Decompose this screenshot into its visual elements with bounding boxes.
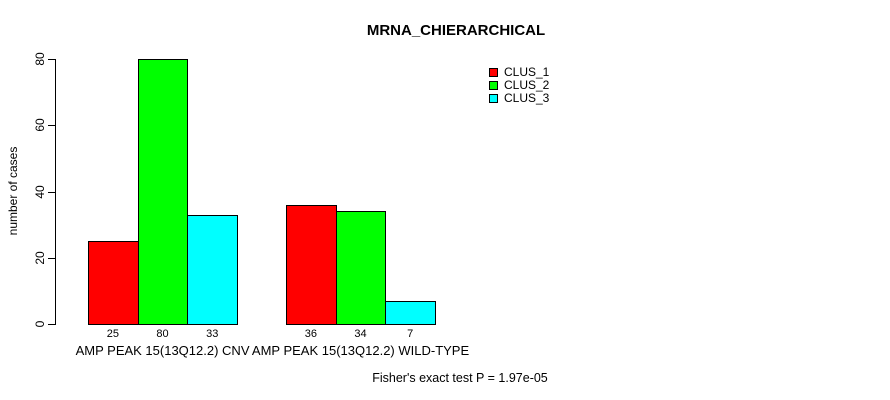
y-axis-tick-label: 20 <box>33 251 47 265</box>
legend-swatch-icon <box>489 81 498 90</box>
bar-value-label: 80 <box>156 328 169 340</box>
chart-title: MRNA_CHIERARCHICAL <box>366 22 546 39</box>
y-axis-label: number of cases <box>6 146 20 236</box>
legend-item: CLUS_2 <box>489 79 549 92</box>
bar-value-label: 25 <box>106 328 119 340</box>
y-axis-tick-label: 80 <box>33 52 47 66</box>
x-category-label: AMP PEAK 15(13Q12.2) CNV <box>75 343 250 358</box>
y-axis-tick <box>48 191 55 193</box>
legend-label: CLUS_1 <box>504 65 550 79</box>
stat-annotation: Fisher's exact test P = 1.97e-05 <box>372 371 548 385</box>
bar-clus_1-group2 <box>286 204 337 325</box>
x-category-label: AMP PEAK 15(13Q12.2) WILD-TYPE <box>251 343 470 358</box>
y-axis-tick-label: 0 <box>33 320 47 328</box>
legend-swatch-icon <box>489 68 498 77</box>
bar-value-label: 36 <box>304 328 317 340</box>
bar-clus_2-group2 <box>335 211 387 325</box>
y-axis-tick <box>48 59 55 60</box>
legend-swatch-icon <box>489 94 498 103</box>
legend-label: CLUS_2 <box>504 78 550 92</box>
bar-clus_3-group2 <box>385 300 437 325</box>
y-axis-tick-label: 40 <box>33 184 47 199</box>
y-axis-tick-label: 60 <box>33 118 47 132</box>
bar-value-label: 33 <box>206 328 219 340</box>
bar-value-label: 7 <box>407 328 414 340</box>
legend-item: CLUS_3 <box>489 92 549 105</box>
legend-label: CLUS_3 <box>504 91 550 105</box>
legend-item: CLUS_1 <box>489 66 549 79</box>
bar-clus_2-group1 <box>137 59 189 325</box>
y-axis-tick <box>48 324 55 325</box>
bar-clus_3-group1 <box>187 214 239 325</box>
y-axis-tick <box>48 257 55 259</box>
legend: CLUS_1 CLUS_2 CLUS_3 <box>489 66 549 105</box>
y-axis-tick <box>48 125 55 127</box>
bar-clus_1-group1 <box>88 241 139 325</box>
y-axis-line <box>55 59 56 325</box>
bar-value-label: 34 <box>354 328 367 340</box>
